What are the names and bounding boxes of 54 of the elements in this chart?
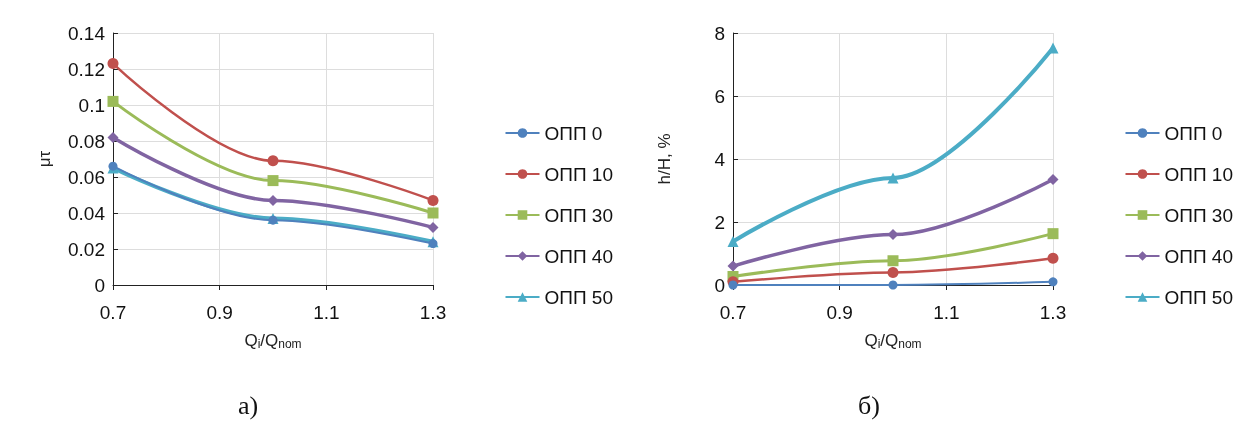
point <box>1047 173 1059 185</box>
legend-label: ОПП 50 <box>544 286 614 308</box>
y-tick-label: 2 <box>714 211 725 233</box>
y-tick-label: 0.14 <box>68 22 106 44</box>
point <box>888 280 898 290</box>
y-tick-label: 4 <box>714 148 726 170</box>
y-tick-label: 0.02 <box>68 238 105 260</box>
legend-label: ОПП 30 <box>1164 204 1234 226</box>
y-tick-label: 0.08 <box>68 130 105 152</box>
point <box>107 58 119 70</box>
y-tick-label: 0.04 <box>68 202 106 224</box>
point <box>1048 277 1058 287</box>
x-tick-label: 0.7 <box>99 302 127 323</box>
x-tick-label: 0.7 <box>719 302 747 323</box>
point <box>887 266 899 278</box>
x-tick-label: 0.9 <box>206 302 233 323</box>
point <box>267 155 279 167</box>
point <box>887 255 899 267</box>
point <box>727 236 739 248</box>
x-tick-label: 0.9 <box>826 302 853 323</box>
point <box>427 207 439 219</box>
legend-label: ОПП 50 <box>1164 286 1234 308</box>
legend-label: ОПП 30 <box>544 204 614 226</box>
y-tick-label: 0.1 <box>78 94 105 116</box>
point <box>427 221 439 233</box>
point <box>1047 252 1059 264</box>
y-tick-label: 0 <box>94 274 105 296</box>
y-tick-label: 0.12 <box>68 58 105 80</box>
point <box>427 194 439 206</box>
y-tick-label: 6 <box>714 85 725 107</box>
point <box>107 131 119 143</box>
y-tick-label: 8 <box>714 22 725 44</box>
point <box>728 280 738 290</box>
x-tick-label: 1.1 <box>933 302 960 323</box>
text: а) <box>238 390 259 420</box>
text: б) <box>858 390 880 420</box>
x-tick-label: 1.1 <box>313 302 340 323</box>
y-tick-label: 0.06 <box>68 166 105 188</box>
y-axis-title: μτ <box>35 150 54 168</box>
legend-label: ОПП 0 <box>1164 122 1223 144</box>
legend-label: ОПП 40 <box>544 245 614 267</box>
legend-label: ОПП 0 <box>544 122 603 144</box>
point <box>727 260 739 272</box>
legend-label: ОПП 10 <box>1164 163 1234 185</box>
point <box>107 95 119 107</box>
y-tick-label: 0 <box>714 274 725 296</box>
point <box>887 172 899 184</box>
legend-label: ОПП 10 <box>544 163 614 185</box>
legend-label: ОПП 40 <box>1164 245 1234 267</box>
x-tick-label: 1.3 <box>1039 302 1067 323</box>
y-axis-title: h/H, % <box>655 133 674 185</box>
point <box>1047 228 1059 240</box>
point <box>267 175 279 187</box>
x-tick-label: 1.3 <box>419 302 447 323</box>
